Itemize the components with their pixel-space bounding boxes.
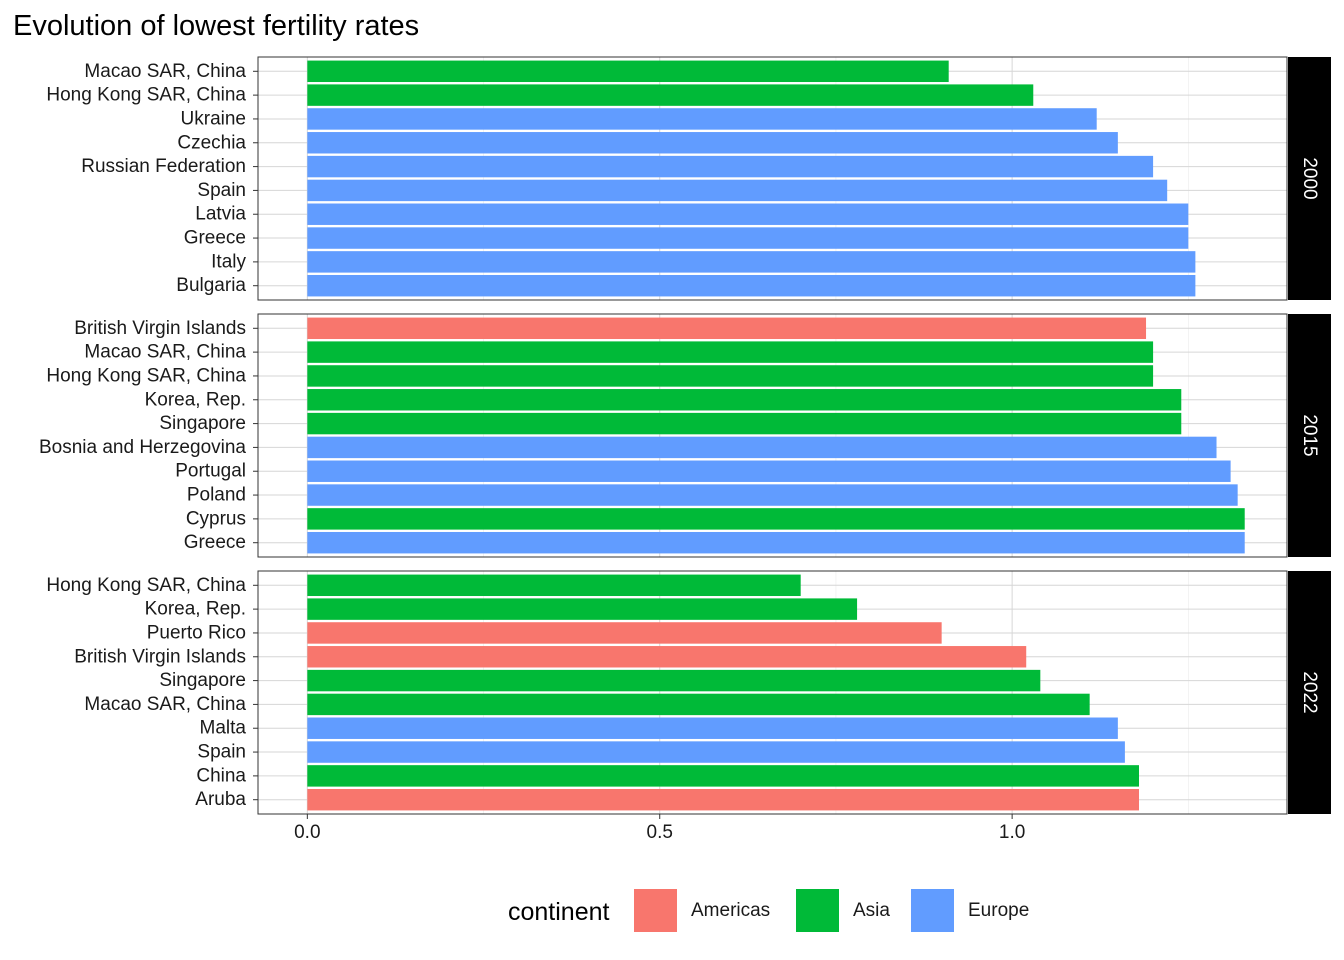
bar-hong-kong-sar-china [307, 574, 801, 597]
bar-bosnia-and-herzegovina [307, 436, 1217, 459]
y-tick-label: British Virgin Islands [74, 318, 246, 339]
y-tick-label: Latvia [195, 204, 246, 225]
bar-bulgaria [307, 274, 1196, 297]
y-tick-label: Greece [184, 532, 246, 553]
y-tick-label: Aruba [195, 789, 246, 810]
bar-macao-sar-china [307, 60, 949, 83]
y-tick-label: Czechia [177, 132, 246, 153]
legend-label-europe: Europe [968, 900, 1029, 921]
bar-macao-sar-china [307, 693, 1090, 716]
facet-panel-2015: British Virgin Islands Macao SAR, ChinaHo… [39, 313, 1331, 558]
bar-aruba [307, 788, 1139, 811]
legend-key-europe [911, 889, 954, 932]
x-tick-label: 0.5 [647, 822, 673, 843]
y-tick-label: Macao SAR, China [84, 342, 246, 363]
y-tick-label: Singapore [159, 413, 246, 434]
legend-title: continent [508, 898, 610, 926]
y-tick-label: British Virgin Islands [74, 646, 246, 667]
bar-greece [307, 531, 1245, 554]
bar-korea-rep- [307, 598, 858, 620]
y-tick-label: Hong Kong SAR, China [46, 575, 246, 596]
bar-singapore [307, 412, 1182, 435]
panel-border [257, 313, 1288, 558]
y-tick-label: Cyprus [186, 508, 246, 529]
y-tick-label: China [196, 765, 246, 786]
bar-greece [307, 227, 1189, 249]
y-tick-label: Singapore [159, 670, 246, 691]
y-tick-label: Italy [211, 251, 246, 272]
y-tick-label: Bulgaria [176, 275, 246, 296]
panel-border [257, 570, 1288, 815]
bar-poland [307, 484, 1238, 506]
y-tick-label: Hong Kong SAR, China [46, 365, 246, 386]
bar-spain [307, 741, 1125, 763]
bar-cyprus [307, 508, 1245, 530]
bar-singapore [307, 669, 1041, 692]
facet-panel-2000: Macao SAR, China Hong Kong SAR, ChinaUkra… [46, 56, 1331, 301]
y-tick-label: Macao SAR, China [84, 694, 246, 715]
facet-strip [1288, 571, 1331, 814]
legend-key-asia [796, 889, 839, 932]
bar-czechia [307, 132, 1118, 154]
bar-china [307, 765, 1139, 787]
x-tick-label: 0.0 [294, 822, 320, 843]
y-tick-label: Macao SAR, China [84, 61, 246, 82]
facet-strip-label: 2022 [1299, 671, 1320, 713]
y-tick-label: Greece [184, 228, 246, 249]
bar-macao-sar-china [307, 341, 1154, 363]
y-tick-label: Russian Federation [81, 156, 246, 177]
y-tick-label: Puerto Rico [147, 622, 246, 643]
legend-label-asia: Asia [853, 900, 890, 921]
y-tick-label: Korea, Rep. [145, 389, 246, 410]
facet-strip-label: 2000 [1299, 157, 1320, 199]
bar-italy [307, 251, 1196, 273]
bar-russian-federation [307, 155, 1154, 178]
y-tick-label: Hong Kong SAR, China [46, 85, 246, 106]
bar-british-virgin-islands [307, 646, 1027, 668]
chart-title: Evolution of lowest fertility rates [13, 10, 419, 42]
legend: continent Americas Asia Europe [508, 889, 1029, 932]
bar-puerto-rico [307, 622, 942, 644]
y-tick-label: Portugal [175, 461, 246, 482]
y-tick-label: Malta [200, 718, 247, 739]
y-tick-label: Bosnia and Herzegovina [39, 437, 246, 458]
facet-strip [1288, 57, 1331, 300]
panel-border [257, 56, 1288, 301]
x-axis: 0.0 0.5 1.0 [294, 814, 1025, 843]
legend-label-americas: Americas [691, 900, 770, 921]
bar-hong-kong-sar-china [307, 365, 1154, 387]
bar-spain [307, 179, 1168, 202]
bar-portugal [307, 460, 1231, 482]
bar-korea-rep- [307, 389, 1182, 411]
bar-hong-kong-sar-china [307, 84, 1034, 106]
bar-malta [307, 717, 1118, 739]
facet-strip [1288, 314, 1331, 557]
facet-strip-label: 2015 [1299, 414, 1320, 456]
bar-british-virgin-islands [307, 317, 1147, 340]
y-tick-label: Ukraine [181, 108, 246, 129]
legend-key-americas [634, 889, 677, 932]
y-tick-label: Spain [197, 742, 246, 763]
y-tick-label: Korea, Rep. [145, 599, 246, 620]
facet-panel-2022: Hong Kong SAR, China Korea, Rep.Puerto Ri… [46, 570, 1331, 815]
y-tick-label: Poland [187, 485, 246, 506]
x-tick-label: 1.0 [999, 822, 1025, 843]
bar-latvia [307, 203, 1189, 225]
y-tick-label: Spain [197, 180, 246, 201]
bar-ukraine [307, 108, 1097, 130]
